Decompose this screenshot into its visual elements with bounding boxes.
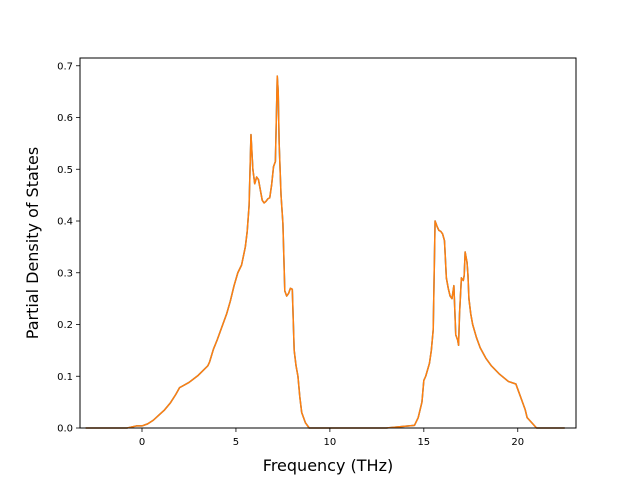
series-layer bbox=[85, 75, 565, 429]
series-line-2 bbox=[85, 75, 565, 429]
y-tick-label: 0.5 bbox=[57, 165, 73, 176]
x-axis: 0 5 10 15 20 bbox=[139, 428, 524, 448]
y-tick-label: 0.3 bbox=[57, 268, 73, 279]
x-tick-label: 15 bbox=[417, 437, 430, 448]
y-tick-label: 0.0 bbox=[57, 424, 73, 435]
x-tick-label: 5 bbox=[233, 437, 239, 448]
plot-frame bbox=[79, 57, 577, 429]
x-tick-label: 20 bbox=[511, 437, 524, 448]
y-axis-label: Partial Density of States bbox=[23, 147, 42, 339]
x-axis-label: Frequency (THz) bbox=[263, 456, 393, 475]
y-axis: 0.0 0.1 0.2 0.3 0.4 0.5 0.6 0.7 bbox=[57, 61, 80, 435]
x-tick-label: 0 bbox=[139, 437, 145, 448]
y-tick-label: 0.6 bbox=[57, 113, 73, 124]
x-tick-label: 10 bbox=[324, 437, 337, 448]
y-tick-label: 0.2 bbox=[57, 320, 73, 331]
y-tick-label: 0.4 bbox=[57, 217, 73, 228]
y-tick-label: 0.7 bbox=[57, 61, 73, 72]
y-tick-label: 0.1 bbox=[57, 372, 73, 383]
